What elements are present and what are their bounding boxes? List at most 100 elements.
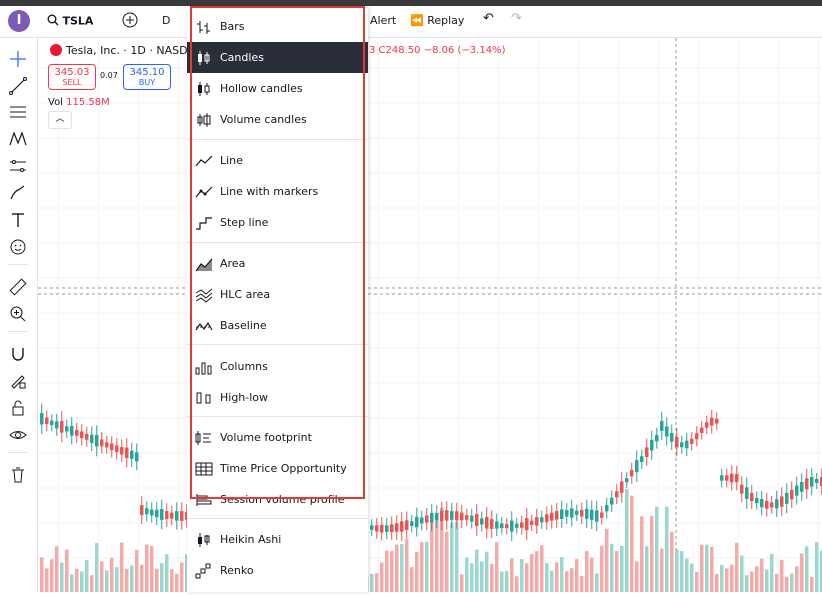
fib-retracement-icon[interactable] xyxy=(8,102,28,122)
compare-add-button[interactable] xyxy=(122,12,138,31)
volume-bar xyxy=(395,544,399,592)
candle-body xyxy=(180,511,184,521)
candle-body xyxy=(160,508,164,520)
search-icon xyxy=(47,14,59,29)
volume-bar xyxy=(625,489,629,592)
chart-type-columns[interactable]: Columns xyxy=(187,351,368,382)
volume-legend[interactable]: Vol 115.58M xyxy=(48,97,110,108)
crosshair-icon[interactable] xyxy=(8,49,28,69)
volume-bar xyxy=(610,543,614,592)
zoom-in-icon[interactable] xyxy=(8,304,28,324)
volume-bar xyxy=(60,562,64,592)
volume-bar xyxy=(435,518,439,592)
trash-icon[interactable] xyxy=(8,465,28,485)
symbol-search-button[interactable]: TSLA xyxy=(47,14,93,29)
chart-legend-title[interactable]: Tesla, Inc. · 1D · NASDA xyxy=(66,44,195,57)
volume-candles-icon xyxy=(195,112,213,128)
chart-type-hollow-candles[interactable]: Hollow candles xyxy=(187,73,368,104)
candle-body xyxy=(375,525,379,532)
columns-icon xyxy=(195,359,213,375)
volume-bar xyxy=(495,542,499,592)
candle-body xyxy=(130,450,134,459)
magnet-icon[interactable] xyxy=(8,344,28,364)
candle-body xyxy=(75,429,79,436)
eye-icon[interactable] xyxy=(8,425,28,445)
chart-type-renko[interactable]: Renko xyxy=(187,555,368,586)
volume-bar xyxy=(480,561,484,592)
replay-button[interactable]: ⏪ Replay xyxy=(410,14,464,27)
chart-type-candles[interactable]: Candles xyxy=(187,42,368,73)
candle-body xyxy=(620,481,624,493)
pattern-icon[interactable] xyxy=(8,129,28,149)
candle-body xyxy=(45,417,49,425)
drawing-toolbar xyxy=(0,38,38,592)
brush-icon[interactable] xyxy=(8,183,28,203)
alert-button[interactable]: Alert xyxy=(370,14,397,27)
buy-button[interactable]: 345.10 BUY xyxy=(123,64,171,90)
volume-label: Vol xyxy=(48,97,63,108)
candle-body xyxy=(520,522,524,528)
volume-bar xyxy=(525,563,529,592)
volume-bar xyxy=(710,546,714,592)
user-avatar[interactable]: I xyxy=(8,10,30,32)
chart-type-area[interactable]: Area xyxy=(187,248,368,279)
emoji-icon[interactable] xyxy=(8,237,28,257)
volume-bar xyxy=(100,561,104,592)
volume-bar xyxy=(430,519,434,592)
volume-bar xyxy=(680,550,684,592)
volume-bar xyxy=(805,546,809,592)
volume-bar xyxy=(45,568,49,592)
candle-body xyxy=(460,512,464,521)
candle-body xyxy=(60,421,64,433)
chart-type-bars[interactable]: Bars xyxy=(187,11,368,42)
sell-price: 345.03 xyxy=(54,67,90,78)
lock-drawing-icon[interactable] xyxy=(8,371,28,391)
prediction-icon[interactable] xyxy=(8,156,28,176)
candle-body xyxy=(610,497,614,505)
candle-body xyxy=(600,512,604,518)
sell-button[interactable]: 345.03 SELL xyxy=(48,64,96,90)
chart-type-heikin-ashi[interactable]: Heikin Ashi xyxy=(187,524,368,555)
chart-type-menu: Bars Candles Hollow candles Volume candles L… xyxy=(187,6,368,592)
volume-bar xyxy=(105,570,109,592)
volume-bar xyxy=(160,562,164,592)
volume-bar xyxy=(440,507,444,592)
undo-icon[interactable]: ↶ xyxy=(483,11,494,26)
candle-body xyxy=(820,476,822,487)
volume-bar xyxy=(40,557,44,592)
volume-bar xyxy=(170,569,174,592)
volume-bar xyxy=(705,544,709,592)
volume-bar xyxy=(535,551,539,592)
volume-bar xyxy=(380,562,384,592)
volume-bar xyxy=(180,562,184,592)
chart-type-baseline[interactable]: Baseline xyxy=(187,310,368,341)
chart-type-high-low[interactable]: High-low xyxy=(187,382,368,413)
chart-type-line-markers[interactable]: Line with markers xyxy=(187,176,368,207)
chart-canvas[interactable] xyxy=(38,38,822,592)
interval-button[interactable]: D xyxy=(162,14,171,27)
chart-type-hlc-area[interactable]: HLC area xyxy=(187,279,368,310)
menu-item-label: Volume candles xyxy=(220,113,307,126)
chart-type-line[interactable]: Line xyxy=(187,145,368,176)
chart-type-session-volume[interactable]: Session volume profile xyxy=(187,484,368,515)
candle-body xyxy=(400,521,404,532)
chart-type-tpo[interactable]: Time Price Opportunity xyxy=(187,453,368,484)
candle-body xyxy=(740,484,744,494)
sidebar-divider xyxy=(8,264,28,265)
ruler-icon[interactable] xyxy=(8,277,28,297)
chart-type-volume-candles[interactable]: Volume candles xyxy=(187,104,368,135)
menu-item-label: Bars xyxy=(220,20,245,33)
chart-type-volume-footprint[interactable]: Volume footprint xyxy=(187,422,368,453)
chart-type-step-line[interactable]: Step line xyxy=(187,207,368,238)
sell-label: SELL xyxy=(62,78,82,87)
redo-icon[interactable]: ↷ xyxy=(511,11,522,26)
volume-bar xyxy=(810,576,814,592)
collapse-legend-button[interactable]: ︿ xyxy=(48,111,72,129)
lock-icon[interactable] xyxy=(8,398,28,418)
text-icon[interactable] xyxy=(8,210,28,230)
candle-body xyxy=(555,511,559,520)
spread-value: 0.07 xyxy=(100,71,118,80)
trend-line-icon[interactable] xyxy=(8,76,28,96)
heikin-ashi-icon xyxy=(195,532,213,548)
volume-bar xyxy=(605,528,609,592)
